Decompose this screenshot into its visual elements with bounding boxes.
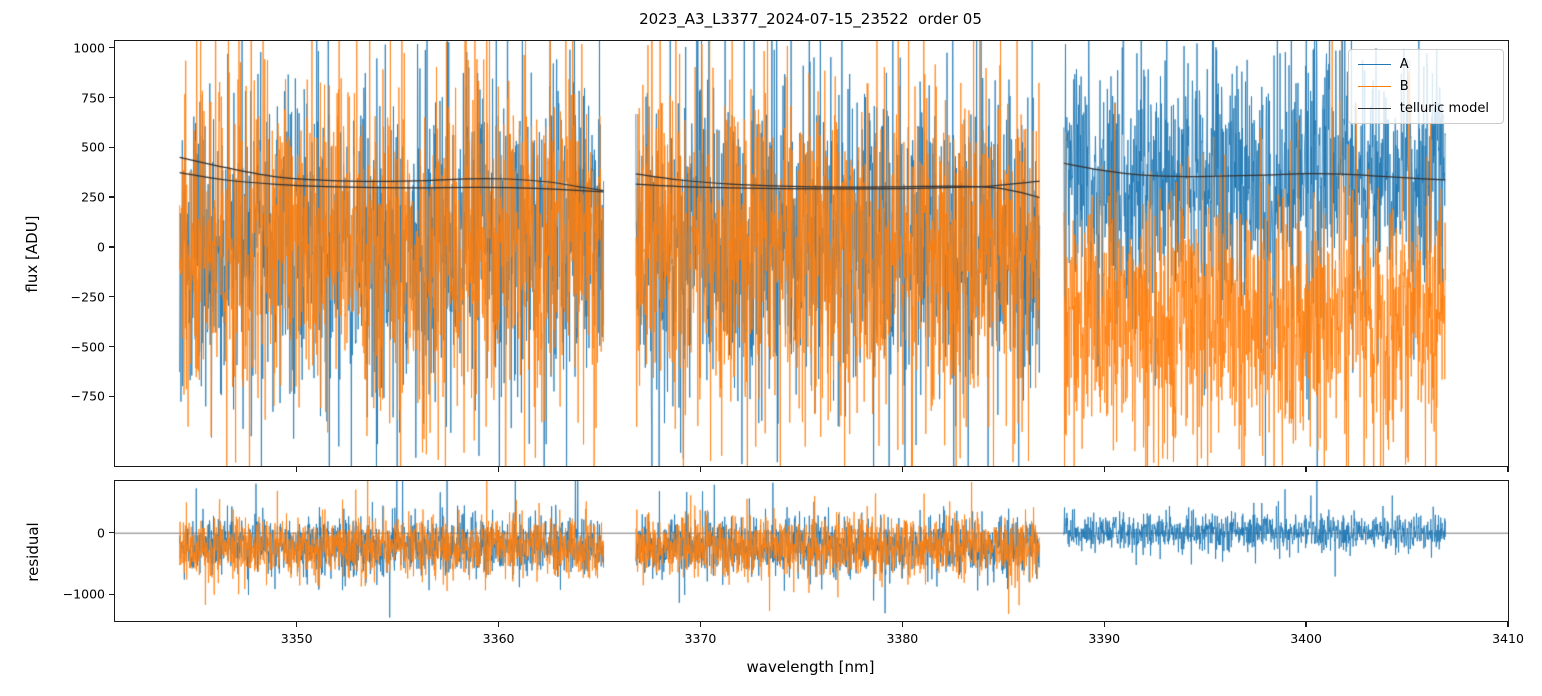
x-tick-mark (1103, 467, 1105, 473)
x-tick-mark (1305, 467, 1307, 473)
residual-panel: 0 −1000 3350 3360 3370 3380 3390 3400 3410 (63, 480, 1524, 646)
y-tick-label: −500 (70, 339, 105, 354)
y-tick-label: 500 (81, 139, 105, 155)
x-tick-mark (1507, 467, 1509, 473)
y-tick-label: 250 (81, 189, 105, 205)
x-tick-mark (497, 622, 500, 628)
residual-axis-label: residual (24, 522, 42, 582)
y-tick-mark (108, 532, 114, 534)
flux-axis-label: flux [ADU] (23, 215, 41, 293)
legend-entry-A: A (1357, 57, 1493, 72)
y-tick-label: 750 (81, 90, 105, 106)
chart-title: 2023_A3_L3377_2024-07-15_23522 order 05 (639, 10, 982, 28)
x-tick-mark (1103, 622, 1105, 628)
legend-entry-B: B (1357, 79, 1493, 94)
y-tick-mark (108, 593, 114, 595)
x-tick-mark (901, 467, 903, 473)
y-tick-label: 0 (97, 239, 105, 255)
y-tick-label: −750 (70, 388, 105, 404)
x-tick-mark (699, 467, 702, 473)
y-tick-mark (108, 296, 114, 298)
x-tick-label: 3410 (1492, 631, 1524, 646)
x-tick-label: 3390 (1088, 631, 1121, 646)
legend: A B telluric model (1347, 49, 1504, 124)
y-tick-mark (108, 146, 114, 148)
legend-label-telluric: telluric model (1399, 101, 1489, 116)
y-tick-mark (108, 345, 114, 348)
x-tick-label: 3370 (684, 631, 717, 646)
y-tick-label: 0 (97, 525, 105, 541)
legend-entry-telluric: telluric model (1357, 101, 1493, 116)
x-tick-mark (1305, 622, 1307, 628)
flux-panel: A B telluric model 1000 750 500 250 0 −250 −50… (71, 40, 1509, 473)
y-tick-mark (108, 395, 114, 397)
x-tick-mark (699, 622, 702, 628)
legend-label-A: A (1399, 57, 1409, 72)
flux-plot-area (115, 41, 1508, 466)
legend-line-A-icon (1357, 64, 1391, 65)
x-tick-mark (296, 622, 298, 628)
x-tick-mark (1507, 622, 1509, 628)
legend-line-telluric-icon (1357, 108, 1391, 109)
legend-line-B-icon (1357, 86, 1391, 87)
x-tick-mark (497, 467, 500, 473)
x-tick-label: 3380 (886, 631, 919, 646)
x-tick-label: 3360 (482, 631, 515, 646)
legend-label-B: B (1399, 79, 1409, 94)
residual-plot-area (115, 481, 1508, 621)
y-tick-label: −1000 (62, 586, 105, 602)
y-tick-label: 1000 (73, 40, 105, 56)
y-tick-label: −250 (70, 289, 105, 305)
x-tick-mark (296, 467, 298, 473)
y-tick-mark (108, 246, 114, 248)
x-tick-label: 3350 (280, 631, 313, 646)
y-tick-mark (108, 47, 114, 49)
x-tick-mark (901, 622, 903, 628)
y-tick-mark (108, 196, 114, 198)
y-tick-mark (108, 96, 114, 99)
x-axis-label: wavelength [nm] (746, 658, 875, 676)
x-tick-label: 3400 (1290, 631, 1323, 646)
